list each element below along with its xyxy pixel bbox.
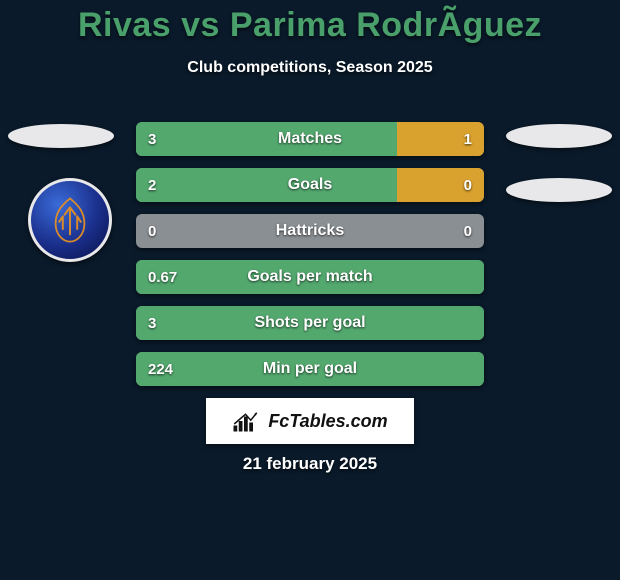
bar-row: 0.67Goals per match [136, 260, 484, 294]
player-right-slot-ellipse-1 [506, 124, 612, 148]
club-logo-left [28, 178, 112, 262]
player-right-slot-ellipse-2 [506, 178, 612, 202]
bar-label: Min per goal [136, 352, 484, 386]
date-label: 21 february 2025 [0, 454, 620, 474]
bar-label: Goals [136, 168, 484, 202]
bar-label: Shots per goal [136, 306, 484, 340]
bar-row: 00Hattricks [136, 214, 484, 248]
player-left-slot-ellipse [8, 124, 114, 148]
branding-text: FcTables.com [268, 411, 387, 432]
bar-label: Matches [136, 122, 484, 156]
trident-icon [43, 193, 97, 247]
comparison-bars: 31Matches 20Goals 00Hattricks 0.67Goals per… [136, 122, 484, 398]
bar-row: 224Min per goal [136, 352, 484, 386]
page-title: Rivas vs Parima RodrÃ­guez [0, 0, 620, 45]
branding-badge: FcTables.com [206, 398, 414, 444]
bar-label: Goals per match [136, 260, 484, 294]
bar-row: 31Matches [136, 122, 484, 156]
bar-row: 20Goals [136, 168, 484, 202]
page-subtitle: Club competitions, Season 2025 [0, 59, 620, 77]
bar-label: Hattricks [136, 214, 484, 248]
fctables-logo-icon [232, 409, 262, 433]
bar-row: 3Shots per goal [136, 306, 484, 340]
